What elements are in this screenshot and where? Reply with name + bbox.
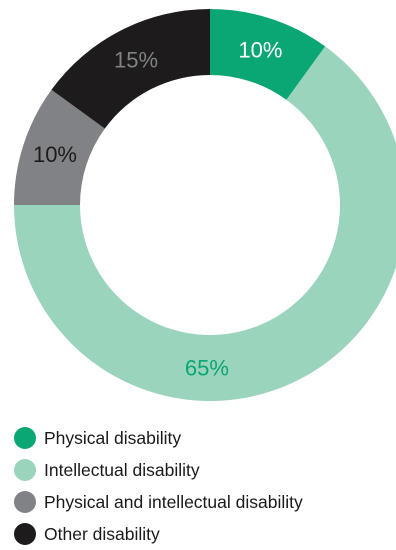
slice-label-physical-disability: 10% — [238, 37, 282, 62]
legend-item-intellectual-disability: Intellectual disability — [14, 454, 394, 486]
slice-label-physical-and-intellectual-disability: 10% — [33, 142, 77, 167]
legend-label: Other disability — [44, 523, 160, 544]
legend-item-physical-and-intellectual-disability: Physical and intellectual disability — [14, 486, 394, 518]
legend-label: Physical and intellectual disability — [44, 491, 303, 512]
legend: Physical disability Intellectual disabil… — [14, 422, 394, 550]
legend-swatch — [14, 459, 36, 481]
slice-physical-and-intellectual-disability — [14, 89, 105, 205]
slice-label-intellectual-disability: 65% — [185, 355, 229, 380]
legend-swatch — [14, 523, 36, 545]
slice-other-disability — [51, 9, 210, 129]
legend-swatch — [14, 491, 36, 513]
slice-physical-disability — [210, 9, 326, 100]
slice-label-other-disability: 15% — [114, 47, 158, 72]
legend-item-physical-disability: Physical disability — [14, 422, 394, 454]
legend-swatch — [14, 427, 36, 449]
donut-chart: 10% 65% 10% 15% — [14, 9, 396, 401]
legend-label: Intellectual disability — [44, 459, 200, 480]
slice-intellectual-disability — [14, 46, 396, 401]
legend-label: Physical disability — [44, 427, 182, 448]
legend-item-other-disability: Other disability — [14, 518, 394, 550]
